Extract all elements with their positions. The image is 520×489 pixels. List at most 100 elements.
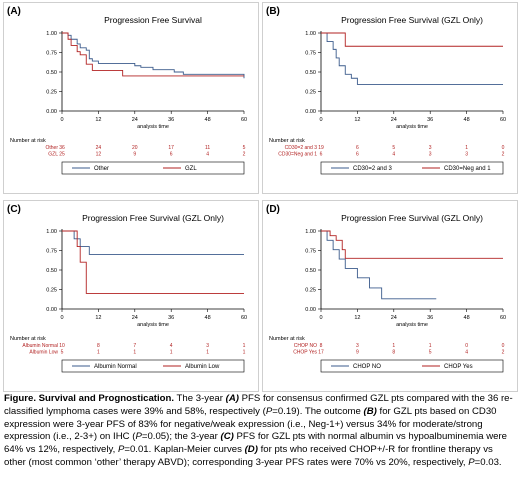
risk-value: 17 (318, 350, 324, 356)
legend-label: GZL (185, 166, 197, 172)
risk-value: 19 (318, 145, 324, 151)
risk-value: 1 (392, 343, 395, 349)
caption-ref-d: (D) (244, 444, 258, 455)
risk-value: 1 (465, 145, 468, 151)
caption-heading: Figure. Survival and Prognostication. (4, 393, 175, 404)
risk-value: 1 (133, 350, 136, 356)
chart-c-svg: (C) Progression Free Survival (GZL Only) 0… (7, 204, 247, 373)
risk-value: 9 (356, 350, 359, 356)
series-line-1 (321, 230, 437, 300)
chart-title: Progression Free Survival (GZL Only) (341, 15, 483, 25)
risk-value: 36 (59, 145, 65, 151)
chart-title: Progression Free Survival (GZL Only) (82, 213, 224, 223)
caption-text: for GZL pts based on CD30 expression wer… (4, 405, 497, 443)
caption-text: =0.01. Kaplan-Meier curves (124, 444, 245, 455)
caption-p: P (468, 456, 475, 468)
risk-row-label: GZL (48, 152, 58, 158)
y-tick-label: 0.50 (305, 268, 316, 274)
legend-label: Albumin Low (185, 364, 220, 370)
legend-box (61, 359, 245, 373)
series-line-1 (62, 230, 244, 255)
y-tick-label: 0.50 (46, 70, 57, 76)
caption-ref-c: (C) (220, 431, 234, 443)
caption-text: =0.03. (474, 456, 502, 468)
risk-value: 6 (356, 152, 359, 158)
legend-label: Albumin Normal (94, 364, 137, 370)
x-tick-label: 0 (319, 315, 322, 321)
series-line-2 (62, 230, 244, 294)
risk-value: 17 (168, 145, 174, 151)
risk-value: 3 (356, 343, 359, 349)
x-tick-label: 60 (241, 117, 247, 123)
risk-value: 6 (356, 145, 359, 151)
x-tick-label: 48 (464, 117, 470, 123)
panel-b: (B) Progression Free Survival (GZL Only) 0… (262, 2, 518, 194)
risk-value: 0 (502, 145, 505, 151)
risk-value: 1 (170, 350, 173, 356)
risk-value: 0 (502, 343, 505, 349)
legend-label: CD30=2 and 3 (353, 166, 393, 172)
chart-d-svg: (D) Progression Free Survival (GZL Only) 0… (266, 204, 506, 373)
panel-c: (C) Progression Free Survival (GZL Only) 0… (3, 200, 259, 392)
risk-value: 3 (206, 343, 209, 349)
risk-value: 1 (243, 350, 246, 356)
y-tick-label: 0.75 (46, 249, 57, 255)
risk-value: 5 (429, 350, 432, 356)
y-tick-label: 0.00 (305, 307, 316, 313)
risk-value: 5 (243, 145, 246, 151)
chart-b-svg: (B) Progression Free Survival (GZL Only) 0… (266, 6, 506, 175)
x-tick-label: 60 (500, 315, 506, 321)
x-axis-label: analysis time (137, 124, 169, 130)
y-tick-label: 0.50 (46, 268, 57, 274)
risk-value: 1 (429, 343, 432, 349)
caption-text: PFS for GZL pts with normal albumin vs h… (4, 431, 508, 455)
risk-value: 4 (206, 152, 209, 158)
risk-value: 10 (59, 343, 65, 349)
panel-label-a: (A) (7, 6, 21, 17)
caption-text: =0.05); the 3-year (141, 431, 221, 443)
x-tick-label: 36 (427, 315, 433, 321)
x-tick-label: 12 (95, 315, 101, 321)
risk-value: 1 (206, 350, 209, 356)
risk-value: 2 (502, 350, 505, 356)
y-tick-label: 0.00 (46, 307, 57, 313)
y-tick-label: 0.75 (46, 51, 57, 57)
chart-title: Progression Free Survival (GZL Only) (341, 213, 483, 223)
series-line-1 (62, 32, 245, 79)
risk-value: 5 (392, 145, 395, 151)
risk-value: 1 (97, 350, 100, 356)
x-axis-label: analysis time (396, 322, 428, 328)
risk-value: 2 (243, 152, 246, 158)
x-tick-label: 0 (319, 117, 322, 123)
risk-value: 6 (170, 152, 173, 158)
caption-p: P (265, 405, 273, 417)
y-tick-label: 0.25 (305, 288, 316, 294)
risk-value: 4 (465, 350, 468, 356)
risk-value: 9 (133, 152, 136, 158)
x-tick-label: 0 (60, 315, 63, 321)
risk-value: 3 (429, 145, 432, 151)
x-tick-label: 12 (95, 117, 101, 123)
y-tick-label: 1.00 (305, 31, 316, 37)
risk-value: 8 (392, 350, 395, 356)
y-tick-label: 0.75 (305, 249, 316, 255)
series-line-1 (321, 32, 503, 85)
series-line-2 (321, 32, 503, 47)
caption-p: P (117, 444, 125, 455)
x-tick-label: 60 (241, 315, 247, 321)
x-tick-label: 12 (354, 117, 360, 123)
risk-value: 1 (243, 343, 246, 349)
legend-box (320, 161, 504, 175)
y-tick-label: 0.75 (305, 51, 316, 57)
risk-value: 24 (96, 145, 102, 151)
risk-value: 3 (465, 152, 468, 158)
y-tick-label: 0.25 (46, 90, 57, 96)
panel-label-d: (D) (266, 204, 280, 215)
risk-value: 4 (392, 152, 395, 158)
chart-a-svg: (A) Progression Free Survival 0.00 0.25 0.50… (7, 6, 247, 175)
risk-value: 20 (132, 145, 138, 151)
risk-table-header: Number at risk (269, 138, 305, 144)
x-tick-label: 24 (391, 117, 397, 123)
risk-row-label: Albumin Low (29, 350, 58, 356)
risk-row-label: CD30=2 and 3 (285, 145, 318, 151)
